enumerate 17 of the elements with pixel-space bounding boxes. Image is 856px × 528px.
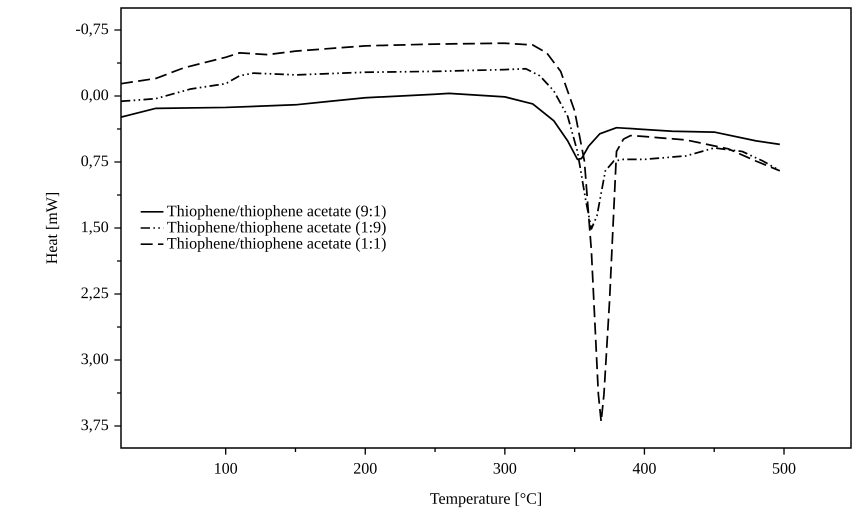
x-tick-label: 100 [215,462,238,474]
y-tick-label: 1,50 [82,221,108,235]
y-tick-label: 2,25 [81,287,108,301]
y-tick-label: 3,75 [82,419,108,433]
y-tick-label: 3,00 [82,353,108,367]
x-tick-label: 400 [632,462,656,474]
y-tick-label: -0,75 [76,23,108,37]
legend-label: Thiophene/thiophene acetate (9:1) [167,205,386,220]
y-tick-label: 0,75 [81,155,108,169]
y-tick-label: 0,00 [81,89,108,103]
legend-label: Thiophene/thiophene acetate (1:1) [167,237,386,252]
x-tick-label: 200 [354,462,377,474]
y-axis-title: Heat [mW] [46,192,60,264]
legend-label: Thiophene/thiophene acetate (1:9) [167,221,386,236]
x-axis-title: Temperature [°C] [430,492,541,508]
x-tick-label: 300 [494,462,516,474]
x-tick-label: 500 [772,462,796,474]
